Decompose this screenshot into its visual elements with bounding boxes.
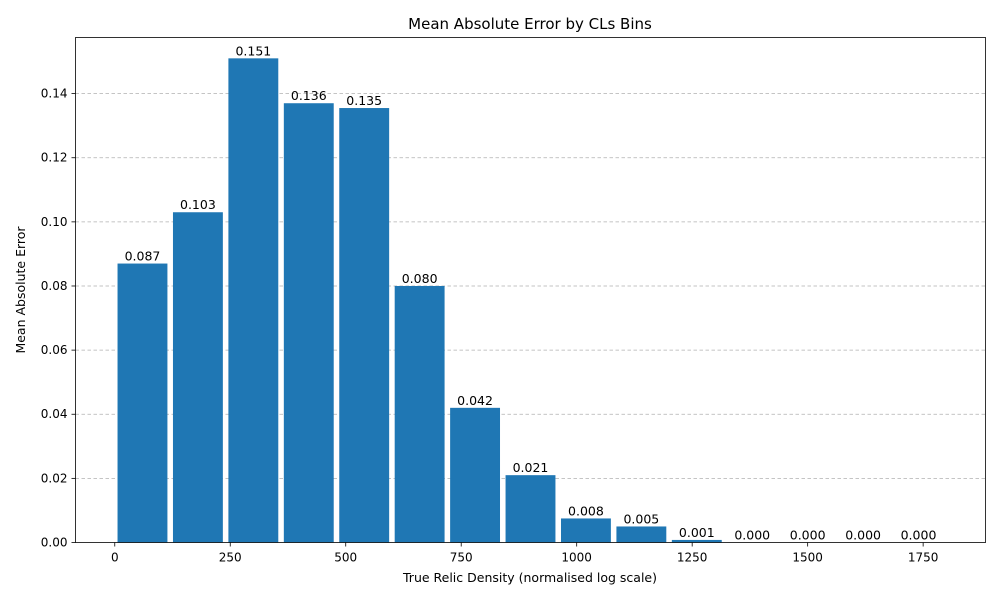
bar — [671, 539, 722, 543]
bar-value-label: 0.000 — [901, 528, 937, 543]
bar-value-label: 0.001 — [679, 525, 715, 540]
bar-value-label: 0.000 — [790, 528, 826, 543]
bars — [117, 58, 722, 543]
y-tick-label: 0.02 — [41, 471, 68, 485]
chart-title: Mean Absolute Error by CLs Bins — [408, 15, 652, 33]
y-tick-label: 0.10 — [41, 215, 68, 229]
y-tick-label: 0.14 — [41, 87, 68, 101]
bar-value-label: 0.151 — [235, 43, 271, 58]
x-tick-label: 250 — [219, 551, 242, 565]
bar — [228, 58, 279, 543]
bar-value-label: 0.000 — [734, 528, 770, 543]
y-tick-label: 0.12 — [41, 151, 68, 165]
y-tick-label: 0.04 — [41, 407, 68, 421]
y-tick-label: 0.00 — [41, 536, 68, 550]
bar-value-label: 0.005 — [623, 511, 659, 526]
bar — [394, 285, 445, 543]
bar — [560, 518, 611, 543]
bar-value-label: 0.021 — [513, 460, 549, 475]
x-axis-label: True Relic Density (normalised log scale… — [402, 570, 657, 585]
bar — [505, 475, 556, 543]
plot-frame — [75, 37, 986, 543]
y-tick-label: 0.08 — [41, 279, 68, 293]
x-tick-label: 1250 — [677, 551, 708, 565]
bar-value-label: 0.008 — [568, 503, 604, 518]
data-labels: 0.087 0.103 0.151 0.136 0.135 0.080 0.042 0.021… — [125, 43, 937, 542]
y-axis-label: Mean Absolute Error — [13, 226, 28, 354]
y-tick-label: 0.06 — [41, 343, 68, 357]
bar-value-label: 0.087 — [125, 249, 161, 264]
x-tick-label: 1000 — [561, 551, 592, 565]
grid-lines — [75, 93, 986, 479]
bar-value-label: 0.080 — [402, 271, 438, 286]
bar-value-label: 0.000 — [845, 528, 881, 543]
bar — [117, 263, 168, 543]
bar — [450, 407, 501, 543]
y-axis-ticks: 0.00 0.02 0.04 0.06 0.08 0.10 0.12 0.14 — [41, 87, 76, 550]
bar-value-label: 0.135 — [346, 93, 382, 108]
bar — [172, 212, 223, 543]
x-tick-label: 500 — [334, 551, 357, 565]
bar-value-label: 0.042 — [457, 393, 493, 408]
bar — [339, 108, 390, 543]
bar-value-label: 0.103 — [180, 197, 216, 212]
bar-value-label: 0.136 — [291, 88, 327, 103]
x-tick-label: 1500 — [792, 551, 823, 565]
x-tick-label: 1750 — [908, 551, 939, 565]
x-axis-ticks: 0 250 500 750 1000 1250 1500 1750 — [111, 542, 939, 565]
bar — [616, 526, 667, 543]
x-tick-label: 750 — [450, 551, 473, 565]
bar — [283, 103, 334, 543]
x-tick-label: 0 — [111, 551, 119, 565]
